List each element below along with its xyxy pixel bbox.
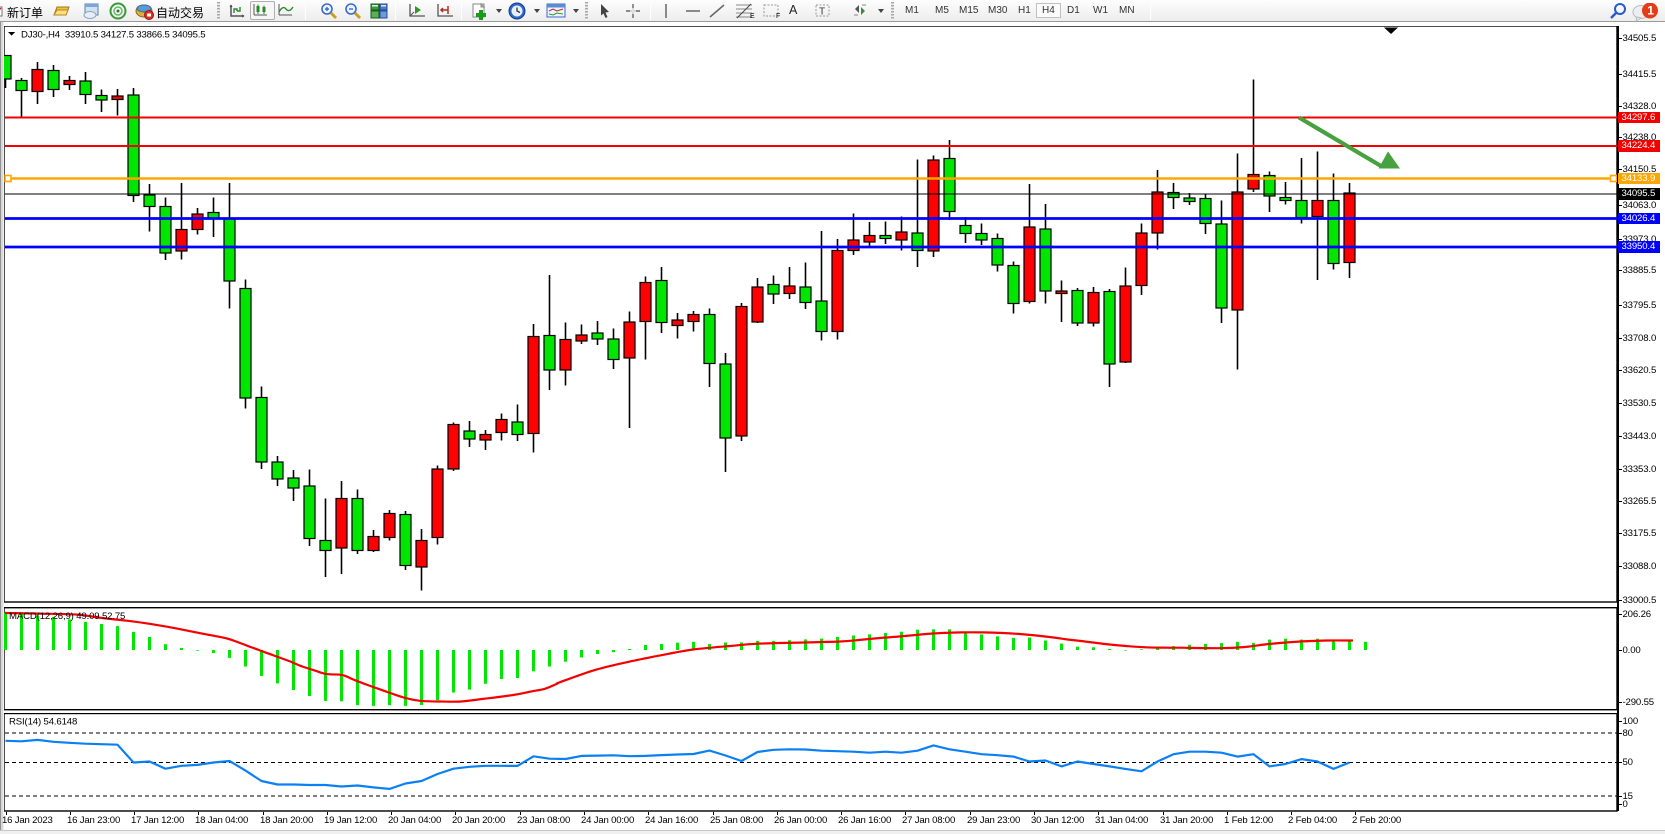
- svg-text:E: E: [750, 13, 755, 20]
- svg-text:T: T: [819, 7, 825, 18]
- svg-text:MACD(12,26,9) 49.09 52.75: MACD(12,26,9) 49.09 52.75: [9, 611, 125, 622]
- svg-text:F: F: [776, 13, 780, 20]
- svg-text:1: 1: [1647, 4, 1654, 18]
- svg-text:DJ30-,H4 33910.5 34127.5 3386: DJ30-,H4 33910.5 34127.5 33866.5 34095.5: [21, 30, 205, 41]
- svg-text:RSI(14) 54.6148: RSI(14) 54.6148: [9, 717, 77, 728]
